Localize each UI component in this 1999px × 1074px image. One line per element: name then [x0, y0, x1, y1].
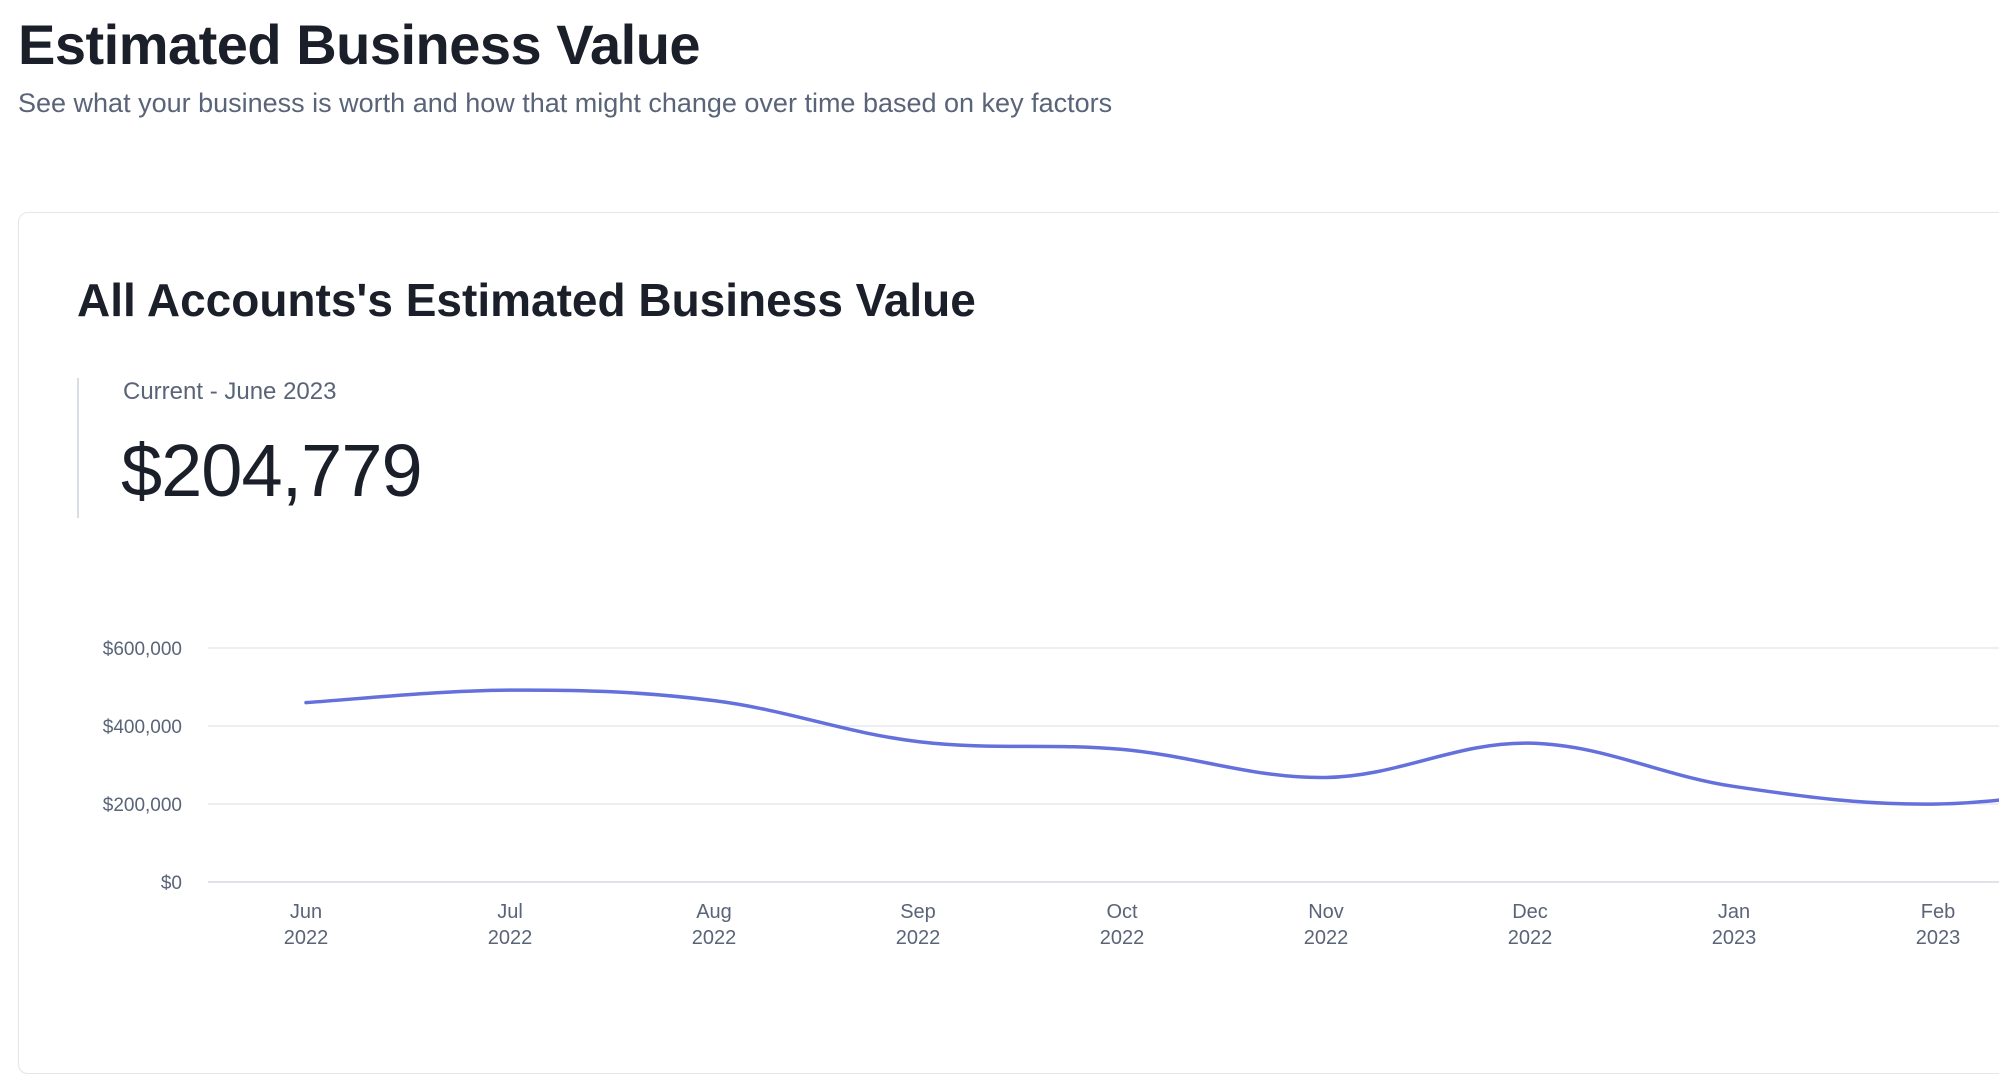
series-line [304, 688, 1999, 806]
x-tick-year: 2022 [284, 927, 329, 949]
x-tick-year: 2022 [1508, 927, 1553, 949]
x-tick-year: 2022 [488, 927, 533, 949]
current-value-block: Current - June 2023 $204,779 [77, 378, 423, 518]
current-value: $204,779 [121, 429, 423, 512]
x-tick-month: Dec [1512, 901, 1548, 923]
x-tick-month: Jun [290, 901, 322, 923]
x-tick-month: Feb [1921, 901, 1955, 923]
page-subtitle: See what your business is worth and how … [18, 88, 1113, 118]
x-tick-month: Sep [900, 901, 936, 923]
card-title: All Accounts's Estimated Business Value [77, 274, 976, 326]
x-tick-year: 2023 [1712, 927, 1757, 949]
x-tick-month: Nov [1308, 901, 1344, 923]
x-tick-year: 2023 [1916, 927, 1961, 949]
x-tick-month: Aug [696, 901, 732, 923]
x-tick-year: 2022 [896, 927, 941, 949]
x-tick-year: 2022 [692, 927, 737, 949]
page-title: Estimated Business Value [18, 13, 701, 76]
business-value-line-chart: $0 $200,000 $400,000 $600,000 Jun 2022 Jul 2022… [103, 639, 1999, 949]
y-tick-label: $200,000 [103, 795, 182, 816]
y-tick-label: $0 [161, 873, 182, 894]
y-tick-label: $400,000 [103, 717, 182, 738]
current-period-label: Current - June 2023 [123, 378, 337, 405]
x-tick-month: Jul [497, 901, 523, 923]
y-tick-label: $600,000 [103, 639, 182, 660]
x-tick-year: 2022 [1304, 927, 1349, 949]
x-tick-month: Jan [1718, 901, 1750, 923]
business-value-card: All Accounts's Estimated Business Value … [18, 212, 1999, 1074]
x-tick-year: 2022 [1100, 927, 1145, 949]
x-tick-month: Oct [1106, 901, 1138, 923]
